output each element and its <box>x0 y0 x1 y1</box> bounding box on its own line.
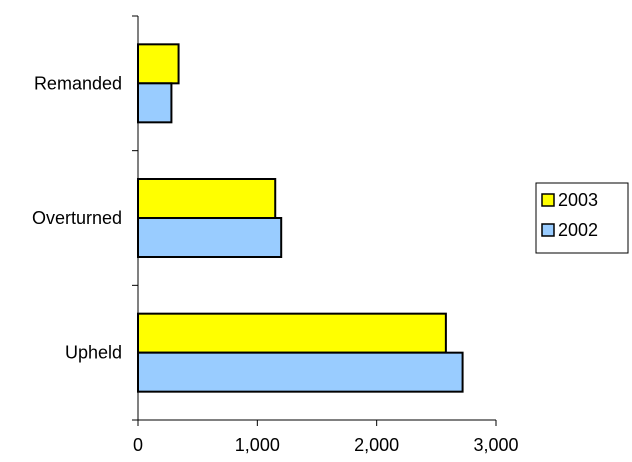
legend-label-2003: 2003 <box>558 190 598 210</box>
legend: 2003 2002 <box>535 182 629 254</box>
axis-labels: 0 1,000 2,000 3,000 Remanded Overturned Upheld <box>32 73 519 455</box>
bars <box>137 43 464 393</box>
x-tick-label: 1,000 <box>235 435 280 455</box>
category-label: Overturned <box>32 208 122 228</box>
legend-swatch-2003 <box>541 193 555 207</box>
bar-2003-upheld <box>137 312 447 354</box>
bar-2002-upheld <box>137 351 464 393</box>
bar-2002-overturned <box>137 217 283 258</box>
category-label: Remanded <box>34 73 122 93</box>
legend-label-2002: 2002 <box>558 220 598 240</box>
x-tick-label: 2,000 <box>354 435 399 455</box>
bar-2002-remanded <box>137 82 173 124</box>
category-label: Upheld <box>65 343 122 363</box>
x-tick-label: 3,000 <box>473 435 518 455</box>
bar-2003-overturned <box>137 178 277 219</box>
legend-swatch-2002 <box>541 223 555 237</box>
bar-2003-remanded <box>137 43 180 85</box>
x-tick-label: 0 <box>133 435 143 455</box>
